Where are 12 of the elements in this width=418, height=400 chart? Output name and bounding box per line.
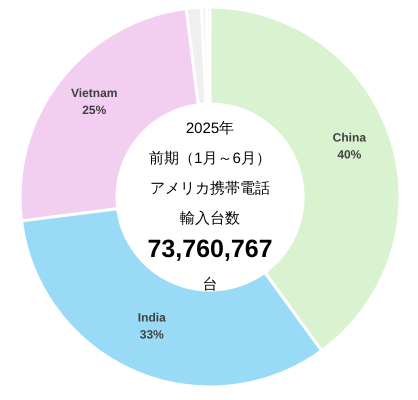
text: 73,760,767: [147, 235, 273, 263]
slice-label: India: [138, 310, 166, 324]
text: アメリカ携帯電話: [150, 180, 270, 197]
data-label: 33%: [140, 327, 164, 342]
slice-label: China: [332, 130, 366, 145]
data-label: 40%: [337, 148, 362, 162]
text: 輸入台数: [180, 210, 240, 227]
text: 2025年: [186, 120, 234, 137]
text: 前期（1月～6月）: [149, 150, 271, 167]
data-label: 25%: [82, 103, 107, 118]
slice-label: Vietnam: [71, 86, 118, 100]
text: 台: [202, 276, 218, 293]
